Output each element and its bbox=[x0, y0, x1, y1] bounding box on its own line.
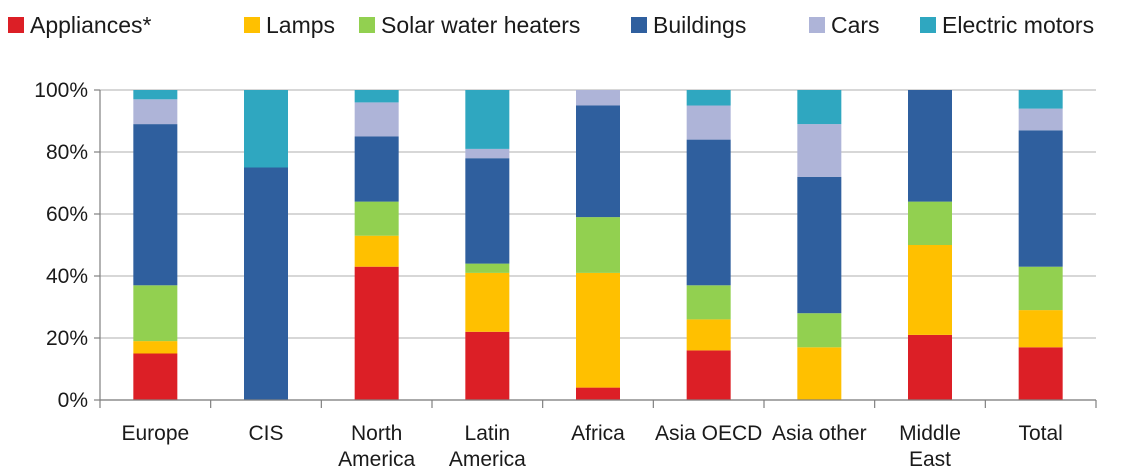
x-tick-label: Asia OECD bbox=[655, 422, 762, 445]
bar-latin-america-buildings bbox=[465, 158, 510, 264]
legend-label: Lamps bbox=[266, 12, 335, 38]
bar-latin-america-appliances bbox=[465, 331, 510, 400]
bar-middle-east-solar-water-heaters bbox=[908, 201, 952, 245]
bar-europe-cars bbox=[133, 99, 178, 125]
x-tick-label: Europe bbox=[121, 422, 189, 445]
bar-stack-total bbox=[1018, 90, 1063, 400]
bar-north-america-solar-water-heaters bbox=[354, 201, 399, 236]
bar-asia-other-cars bbox=[797, 124, 842, 177]
bar-stack-north-america bbox=[354, 90, 399, 400]
bar-north-america-appliances bbox=[354, 266, 399, 400]
bar-middle-east-appliances bbox=[908, 334, 952, 400]
bar-asia-other-solar-water-heaters bbox=[797, 313, 842, 348]
bar-africa-cars bbox=[576, 90, 620, 106]
bar-total-lamps bbox=[1018, 310, 1063, 348]
bar-stack-asia-oecd bbox=[686, 90, 731, 400]
legend-label: Cars bbox=[831, 12, 880, 38]
legend-label: Appliances* bbox=[30, 12, 152, 38]
legend-item-lamps: Lamps bbox=[244, 12, 335, 38]
bar-total-buildings bbox=[1018, 130, 1063, 267]
legend-label: Solar water heaters bbox=[381, 12, 580, 38]
legend-label: Buildings bbox=[653, 12, 746, 38]
legend-item-solar-water-heaters: Solar water heaters bbox=[359, 12, 580, 38]
bar-africa-solar-water-heaters bbox=[576, 217, 620, 273]
bar-asia-oecd-buildings bbox=[686, 139, 731, 286]
bar-cis-electric-motors bbox=[244, 90, 288, 168]
bar-total-cars bbox=[1018, 108, 1063, 131]
x-axis: Europe CIS North America Latin America Africa A… bbox=[99, 399, 1097, 471]
legend-item-cars: Cars bbox=[809, 12, 880, 38]
bar-africa-lamps bbox=[576, 272, 620, 388]
y-tick-label: 0% bbox=[58, 389, 88, 412]
bar-asia-oecd-lamps bbox=[686, 319, 731, 351]
y-tick-label: 40% bbox=[46, 265, 88, 288]
legend-swatch-solar-water-heaters bbox=[359, 17, 375, 33]
x-tick-label: Africa bbox=[571, 422, 625, 445]
legend-item-electric-motors: Electric motors bbox=[920, 12, 1094, 38]
x-tick-label: Total bbox=[1018, 422, 1062, 445]
x-tick-label: CIS bbox=[248, 422, 283, 445]
bar-middle-east-buildings bbox=[908, 90, 952, 202]
legend-swatch-cars bbox=[809, 17, 825, 33]
legend-swatch-buildings bbox=[631, 17, 647, 33]
bar-europe-lamps bbox=[133, 341, 178, 354]
y-tick-label: 100% bbox=[34, 79, 88, 102]
bar-africa-appliances bbox=[576, 387, 620, 400]
bar-latin-america-electric-motors bbox=[465, 90, 510, 149]
legend: Appliances* Lamps Solar water heaters Build… bbox=[8, 12, 1094, 38]
legend-item-buildings: Buildings bbox=[631, 12, 746, 38]
bar-asia-other-lamps bbox=[797, 347, 842, 400]
bar-europe-appliances bbox=[133, 353, 178, 400]
x-tick-label: Latin America bbox=[449, 422, 526, 471]
bar-europe-electric-motors bbox=[133, 90, 178, 100]
y-tick-label: 20% bbox=[46, 327, 88, 350]
x-tick-label: Asia other bbox=[772, 422, 867, 445]
bar-asia-oecd-solar-water-heaters bbox=[686, 285, 731, 320]
y-tick-label: 80% bbox=[46, 141, 88, 164]
bar-asia-oecd-electric-motors bbox=[686, 90, 731, 106]
bar-stack-latin-america bbox=[465, 90, 510, 400]
x-tick-label: North America bbox=[338, 422, 415, 471]
bar-total-appliances bbox=[1018, 347, 1063, 400]
legend-swatch-lamps bbox=[244, 17, 260, 33]
bar-latin-america-cars bbox=[465, 148, 510, 159]
bar-latin-america-solar-water-heaters bbox=[465, 263, 510, 273]
legend-label: Electric motors bbox=[942, 12, 1094, 38]
bars bbox=[133, 90, 1063, 400]
bar-stack-middle-east bbox=[908, 90, 952, 400]
bar-africa-buildings bbox=[576, 105, 620, 218]
bar-middle-east-lamps bbox=[908, 245, 952, 335]
bar-north-america-lamps bbox=[354, 235, 399, 267]
bar-asia-oecd-cars bbox=[686, 105, 731, 140]
bar-latin-america-lamps bbox=[465, 272, 510, 332]
bar-stack-cis bbox=[244, 90, 288, 400]
bar-cis-buildings bbox=[244, 167, 288, 400]
legend-swatch-electric-motors bbox=[920, 17, 936, 33]
bar-stack-africa bbox=[576, 90, 620, 400]
bar-asia-other-electric-motors bbox=[797, 90, 842, 125]
bar-europe-solar-water-heaters bbox=[133, 285, 178, 342]
bar-stack-asia-other bbox=[797, 90, 842, 400]
bar-asia-other-buildings bbox=[797, 176, 842, 314]
x-tick-label: Middle East bbox=[899, 422, 961, 471]
bar-north-america-electric-motors bbox=[354, 90, 399, 103]
bar-asia-oecd-appliances bbox=[686, 350, 731, 400]
bar-total-electric-motors bbox=[1018, 90, 1063, 109]
bar-north-america-cars bbox=[354, 102, 399, 137]
bar-north-america-buildings bbox=[354, 136, 399, 202]
legend-swatch-appliances bbox=[8, 17, 24, 33]
legend-item-appliances: Appliances* bbox=[8, 12, 152, 38]
y-tick-label: 60% bbox=[46, 203, 88, 226]
y-axis: 0% 20% 40% 60% 80% 100% bbox=[34, 79, 101, 412]
bar-total-solar-water-heaters bbox=[1018, 266, 1063, 311]
bar-europe-buildings bbox=[133, 124, 178, 286]
bar-stack-europe bbox=[133, 90, 178, 400]
